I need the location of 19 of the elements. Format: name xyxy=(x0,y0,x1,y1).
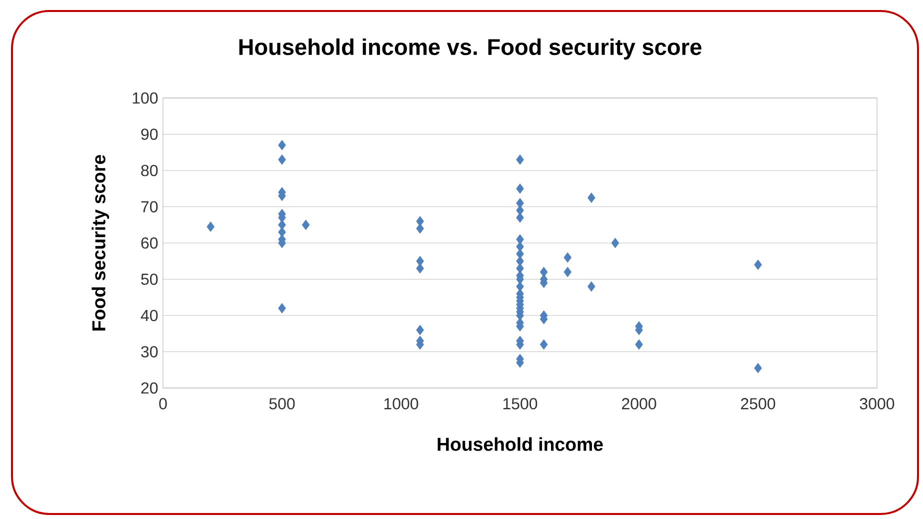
y-tick-label: 60 xyxy=(141,237,158,249)
x-tick-label: 1500 xyxy=(503,398,538,410)
x-tick-label: 3000 xyxy=(860,398,894,410)
y-tick-label: 90 xyxy=(141,128,158,140)
x-tick-label: 500 xyxy=(269,398,295,410)
x-tick-label: 1000 xyxy=(384,398,418,410)
y-tick-label: 80 xyxy=(141,164,158,176)
y-tick-label: 40 xyxy=(140,310,158,322)
y-tick-label: 50 xyxy=(141,274,158,285)
y-tick-label: 30 xyxy=(141,346,158,358)
chart-title: Household income vs. Food security score xyxy=(239,38,702,60)
y-tick-label: 100 xyxy=(132,92,158,104)
y-axis-title: Food security score xyxy=(92,154,110,330)
y-tick-label: 20 xyxy=(141,382,158,394)
y-tick-label: 70 xyxy=(141,201,158,212)
x-tick-label: 0 xyxy=(159,398,167,410)
x-tick-label: 2000 xyxy=(622,398,656,410)
x-axis-title: Household income xyxy=(438,437,603,451)
x-tick-label: 2500 xyxy=(741,398,776,410)
